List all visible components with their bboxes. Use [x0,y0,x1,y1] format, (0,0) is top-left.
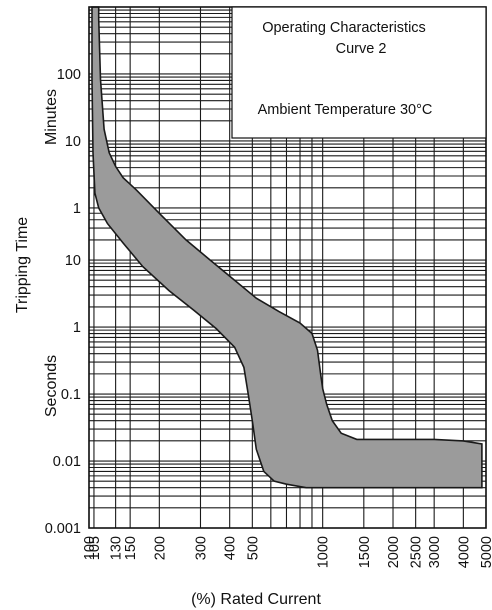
title-box [231,6,487,139]
y-axis-minutes-label: Minutes [43,89,60,145]
tripping-band [91,6,483,489]
y-axis-label: Tripping Time [14,217,31,313]
y-tick-label-2: 1 [73,201,81,217]
y-tick-label-7: 0.001 [45,521,81,537]
x-tick-label-14: 5000 [479,536,492,568]
x-tick-label-10: 2000 [386,536,402,568]
x-tick-label-11: 2500 [409,536,425,568]
x-tick-label-5: 300 [194,536,210,560]
x-tick-label-1: 105 [87,536,103,560]
chart-subtitle: Curve 2 [336,41,387,57]
x-tick-label-4: 200 [152,536,168,560]
y-tick-label-1: 10 [65,134,81,150]
x-tick-label-13: 4000 [456,536,472,568]
y-tick-label-6: 0.01 [53,454,81,470]
y-tick-labels: 100 10 1 10 1 0.1 0.01 0.001 [45,67,81,537]
chart-title: Operating Characteristics [262,20,426,36]
x-tick-label-9: 1500 [357,536,373,568]
y-axis-seconds-label: Seconds [43,355,60,417]
x-tick-label-2: 130 [109,536,125,560]
x-tick-label-3: 150 [123,536,139,560]
y-tick-label-0: 100 [57,67,81,83]
y-tick-label-4: 1 [73,320,81,336]
x-tick-label-12: 3000 [427,536,443,568]
y-tick-label-3: 10 [65,253,81,269]
y-tick-label-5: 0.1 [61,387,81,403]
x-tick-label-0: 100 [82,536,98,560]
x-tick-label-6: 400 [223,536,239,560]
x-tick-label-8: 1000 [316,536,332,568]
x-axis-label: (%) Rated Current [191,591,321,608]
ambient-temperature-note: Ambient Temperature 30°C [258,102,433,118]
x-tick-label-7: 500 [245,536,261,560]
